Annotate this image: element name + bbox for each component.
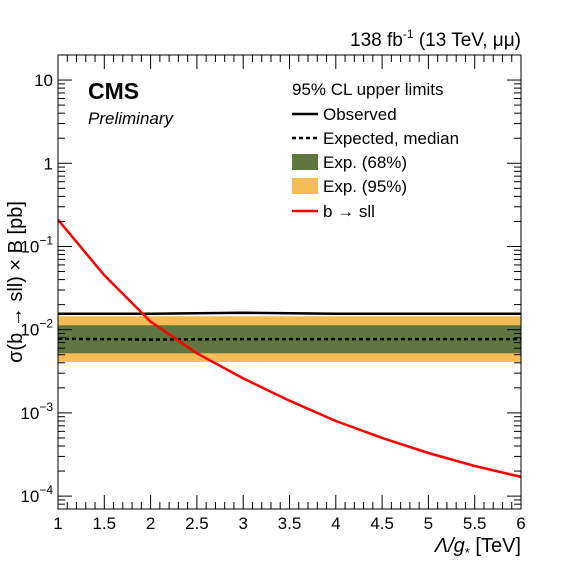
legend-title: 95% CL upper limits bbox=[292, 80, 444, 99]
x-tick-label: 2.5 bbox=[185, 514, 209, 533]
preliminary-label: Preliminary bbox=[88, 109, 175, 128]
tick-marks bbox=[57, 54, 522, 510]
x-tick-label: 3 bbox=[238, 514, 247, 533]
lumi-label: 138 fb-1 (13 TeV, μμ) bbox=[350, 27, 521, 51]
y-tick-label: 10−4 bbox=[20, 483, 53, 506]
legend-band68-swatch bbox=[292, 154, 318, 170]
observed-line bbox=[58, 311, 521, 316]
legend: 95% CL upper limits Observed Expected, m… bbox=[292, 80, 459, 221]
y-tick-label: 10−2 bbox=[20, 317, 53, 340]
x-tick-label: 5.5 bbox=[463, 514, 487, 533]
x-tick-label: 5 bbox=[424, 514, 433, 533]
x-axis-title: Λ/g* [TeV] bbox=[434, 535, 521, 560]
cms-label: CMS bbox=[88, 78, 139, 104]
y-tick-label: 1 bbox=[44, 154, 53, 173]
x-tick-label: 4.5 bbox=[370, 514, 394, 533]
legend-band68-label: Exp. (68%) bbox=[323, 153, 407, 172]
x-tick-label: 4 bbox=[331, 514, 340, 533]
y-tick-label: 10 bbox=[34, 71, 53, 90]
x-tick-label: 2 bbox=[146, 514, 155, 533]
y-axis-title: σ(b → sll) × B [pb] bbox=[5, 201, 27, 363]
x-tick-labels: 1 1.5 2 2.5 3 3.5 4 4.5 5 5.5 6 bbox=[53, 514, 525, 533]
x-tick-label: 1 bbox=[53, 514, 62, 533]
expected-median-line bbox=[57, 337, 521, 341]
x-tick-label: 3.5 bbox=[278, 514, 302, 533]
x-tick-label: 1.5 bbox=[92, 514, 116, 533]
signal-bsll-line bbox=[57, 218, 522, 479]
y-tick-label: 10−1 bbox=[20, 233, 53, 256]
legend-expected-label: Expected, median bbox=[323, 129, 459, 148]
legend-band95-label: Exp. (95%) bbox=[323, 177, 407, 196]
y-tick-labels: 10−4 10−3 10−2 10−1 1 10 bbox=[20, 71, 53, 506]
x-tick-label: 6 bbox=[516, 514, 525, 533]
y-tick-label: 10−3 bbox=[20, 400, 53, 423]
legend-signal-label: b → sll bbox=[323, 202, 375, 221]
legend-band95-swatch bbox=[292, 178, 318, 194]
legend-observed-label: Observed bbox=[323, 105, 397, 124]
